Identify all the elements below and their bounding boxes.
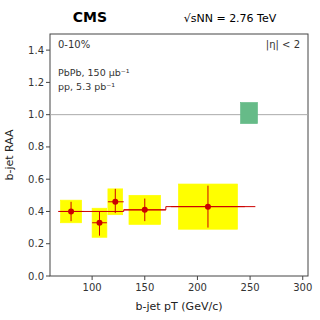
annotations: 0-10% |η| < 2 PbPb, 150 μb⁻¹ pp, 5.3 pb⁻¹ bbox=[58, 39, 300, 92]
x-tick-label: 200 bbox=[188, 282, 207, 293]
y-tick bbox=[46, 211, 50, 212]
subtitle: √sNN = 2.76 TeV bbox=[184, 12, 277, 25]
chart: 100 150 200 250 300 0.0 0.2 0.4 0.6 0.8 1.0 1.2 1.4 b… bbox=[0, 0, 320, 320]
annotation: PbPb, 150 μb⁻¹ bbox=[58, 67, 130, 78]
y-tick-label: 1.0 bbox=[28, 109, 44, 120]
y-tick bbox=[46, 276, 50, 277]
y-tick-label: 0.8 bbox=[28, 141, 44, 152]
data-point bbox=[142, 207, 148, 213]
y-tick-label: 0.4 bbox=[28, 206, 44, 217]
x-tick bbox=[250, 276, 251, 280]
annotation: pp, 5.3 pb⁻¹ bbox=[58, 81, 115, 92]
axes: 100 150 200 250 300 0.0 0.2 0.4 0.6 0.8 1.0 1.2 1.4 bbox=[28, 45, 312, 293]
plot-frame bbox=[50, 34, 308, 276]
y-tick-label: 1.4 bbox=[28, 45, 44, 56]
y-tick bbox=[46, 146, 50, 147]
annotation: 0-10% bbox=[58, 39, 90, 50]
x-tick bbox=[197, 276, 198, 280]
x-tick-label: 300 bbox=[293, 282, 312, 293]
x-tick-label: 250 bbox=[241, 282, 260, 293]
y-tick-label: 0.6 bbox=[28, 174, 44, 185]
y-tick bbox=[46, 50, 50, 51]
x-tick bbox=[92, 276, 93, 280]
x-tick bbox=[144, 276, 145, 280]
plot-area bbox=[50, 103, 308, 238]
y-tick-label: 1.2 bbox=[28, 77, 44, 88]
x-axis-label: b-jet pT (GeV/c) bbox=[136, 300, 223, 313]
data-point bbox=[205, 204, 211, 210]
title: CMS bbox=[73, 9, 107, 25]
annotation: |η| < 2 bbox=[266, 39, 300, 51]
step-line bbox=[58, 207, 255, 212]
data-point bbox=[96, 220, 102, 226]
y-tick bbox=[46, 179, 50, 180]
y-tick bbox=[46, 82, 50, 83]
data-point bbox=[68, 208, 74, 214]
y-tick-label: 0.2 bbox=[28, 238, 44, 249]
y-tick bbox=[46, 243, 50, 244]
x-tick bbox=[302, 276, 303, 280]
y-axis-label: b-jet RAA bbox=[3, 129, 16, 181]
x-tick-label: 100 bbox=[83, 282, 102, 293]
uncertainty-box bbox=[241, 103, 258, 124]
x-tick-label: 150 bbox=[135, 282, 154, 293]
data-point bbox=[112, 199, 118, 205]
reference-line bbox=[50, 114, 308, 115]
y-tick-label: 0.0 bbox=[28, 271, 44, 282]
y-tick bbox=[46, 114, 50, 115]
uncertainty-box bbox=[92, 208, 107, 237]
